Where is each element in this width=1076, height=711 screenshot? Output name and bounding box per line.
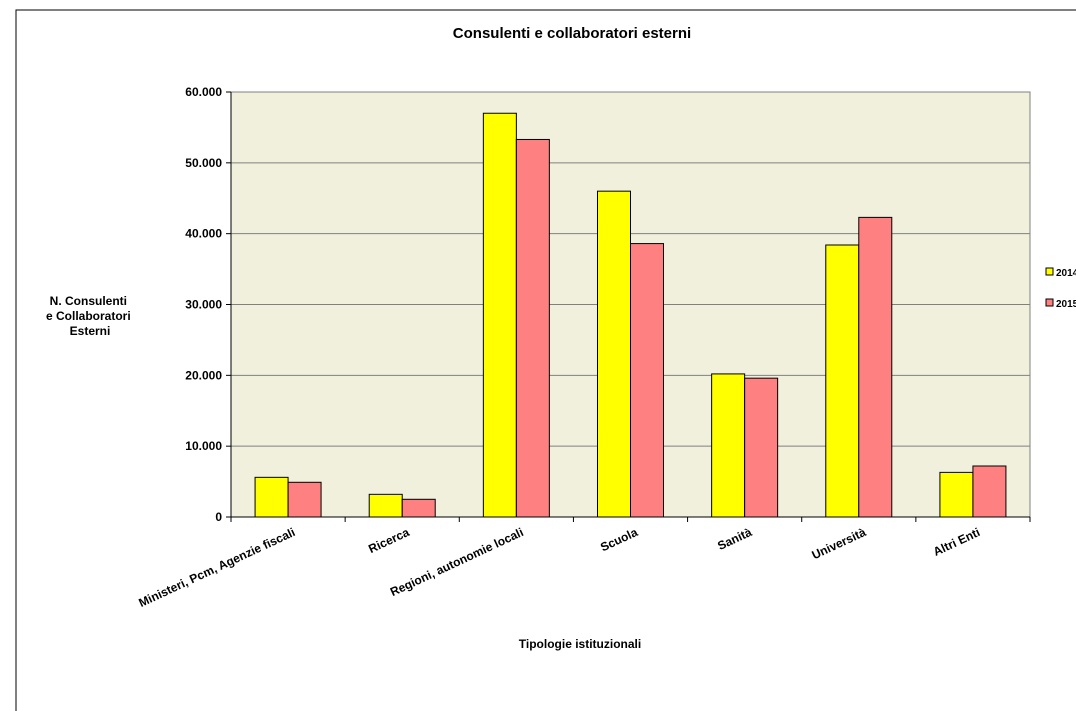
legend: 2014 2015: [1045, 267, 1076, 310]
y-tick-label: 0: [215, 510, 222, 524]
y-tick-label: 20.000: [185, 368, 222, 382]
y-tick-label: 30.000: [185, 298, 222, 312]
legend-swatch-2015: [1045, 298, 1054, 307]
bar-2014-3: [597, 190, 631, 518]
chart-title: Consulenti e collaboratori esterni: [453, 25, 691, 42]
bar-2015-2: [515, 138, 550, 518]
bar-2014-0: [254, 476, 289, 518]
legend-label-2015: 2015: [1056, 299, 1076, 310]
y-tick-labels: 0 10.000 20.000 30.000 40.000 50.000 60.000: [185, 85, 231, 524]
bar-2015-4: [744, 377, 779, 518]
bar-2015-1: [401, 498, 436, 518]
bar-2014-1: [368, 493, 403, 518]
y-axis-label: N. Consulenti e Collaboratori Esterni: [46, 294, 134, 338]
y-tick-label: 50.000: [185, 156, 222, 170]
x-axis-label: Tipologie istituzionali: [519, 637, 641, 651]
bar-2015-5: [858, 216, 893, 518]
y-axis-label-line-2: e Collaboratori: [46, 309, 131, 323]
legend-swatch-2014: [1045, 267, 1054, 276]
legend-label-2014: 2014: [1056, 268, 1076, 279]
bars: [254, 112, 1007, 518]
bar-2014-2: [482, 112, 517, 518]
bar-2014-6: [939, 471, 974, 518]
y-axis-label-line-1: N. Consulenti: [50, 294, 127, 308]
y-tick-label: 40.000: [185, 227, 222, 241]
bar-2014-4: [711, 373, 746, 518]
bar-2014-5: [825, 244, 860, 518]
bar-2015-3: [630, 243, 664, 518]
y-tick-label: 10.000: [185, 439, 222, 453]
y-axis-label-line-3: Esterni: [70, 324, 111, 338]
bar-2015-0: [287, 481, 322, 518]
bar-2015-6: [972, 465, 1007, 518]
y-tick-label: 60.000: [185, 85, 222, 99]
